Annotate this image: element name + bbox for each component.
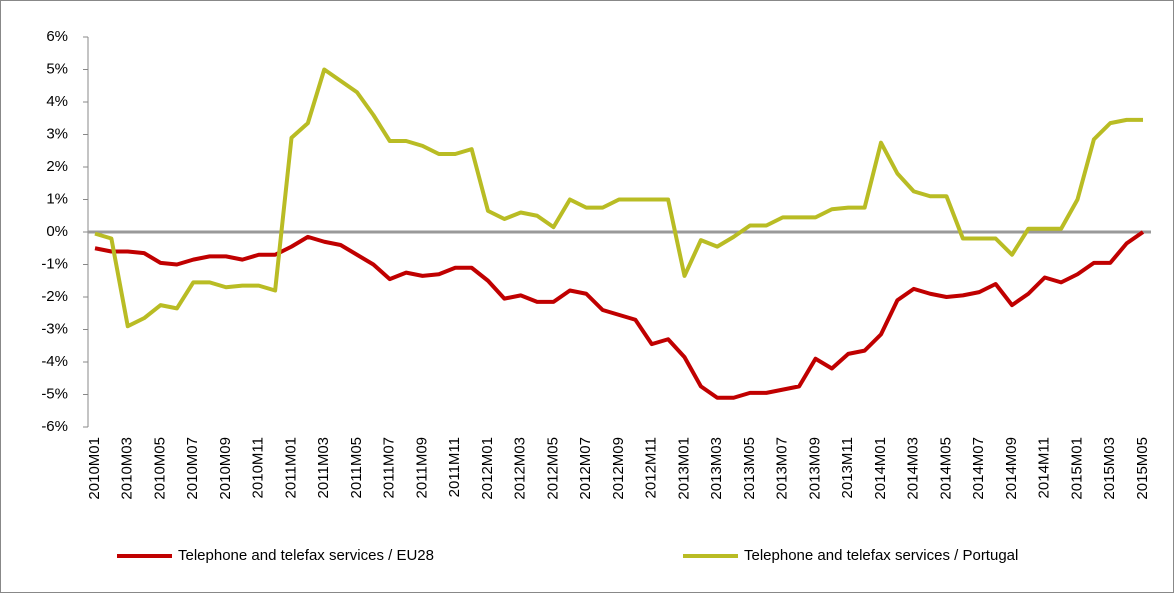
y-tick-label: 2% bbox=[46, 158, 68, 175]
x-tick-label: 2015M05 bbox=[1134, 437, 1151, 500]
x-tick-label: 2013M03 bbox=[708, 437, 725, 500]
y-tick-label: 6% bbox=[46, 28, 68, 45]
y-tick-label: -4% bbox=[41, 353, 68, 370]
x-tick-label: 2013M05 bbox=[741, 437, 758, 500]
series-line bbox=[94, 230, 1145, 400]
x-tick-label: 2010M03 bbox=[119, 437, 136, 500]
y-tick-label: 3% bbox=[46, 125, 68, 142]
x-tick-label: 2013M01 bbox=[675, 437, 692, 500]
x-tick-label: 2010M11 bbox=[250, 437, 267, 498]
y-tick-label: 5% bbox=[46, 60, 68, 77]
x-tick-label: 2010M09 bbox=[217, 437, 234, 500]
x-tick-label: 2014M09 bbox=[1003, 437, 1020, 500]
x-tick-label: 2012M05 bbox=[544, 437, 561, 500]
x-tick-label: 2010M05 bbox=[151, 437, 168, 500]
x-tick-label: 2014M03 bbox=[905, 437, 922, 500]
x-tick-label: 2014M07 bbox=[970, 437, 987, 500]
y-tick-label: 1% bbox=[46, 190, 68, 207]
x-tick-label: 2011M05 bbox=[348, 437, 365, 498]
series-line bbox=[94, 67, 1143, 329]
x-tick-label: 2015M03 bbox=[1101, 437, 1118, 500]
x-tick-label: 2011M07 bbox=[381, 437, 398, 498]
x-tick-label: 2012M09 bbox=[610, 437, 627, 500]
y-tick-label: 0% bbox=[46, 223, 68, 240]
legend-label: Telephone and telefax services / EU28 bbox=[178, 547, 434, 564]
x-tick-label: 2011M01 bbox=[282, 437, 299, 498]
x-tick-label: 2010M07 bbox=[184, 437, 201, 500]
y-tick-label: 4% bbox=[46, 93, 68, 110]
x-tick-label: 2013M11 bbox=[839, 437, 856, 498]
x-tick-label: 2014M01 bbox=[872, 437, 889, 500]
legend-label: Telephone and telefax services / Portuga… bbox=[744, 547, 1018, 564]
x-tick-label: 2015M01 bbox=[1068, 437, 1085, 500]
y-tick-label: -6% bbox=[41, 418, 68, 435]
x-tick-label: 2011M09 bbox=[413, 437, 430, 498]
x-tick-label: 2012M01 bbox=[479, 437, 496, 500]
y-tick-label: -5% bbox=[41, 385, 68, 402]
y-tick-label: -1% bbox=[41, 255, 68, 272]
x-tick-label: 2012M03 bbox=[512, 437, 529, 500]
x-tick-label: 2012M11 bbox=[643, 437, 660, 498]
y-tick-label: -3% bbox=[41, 320, 68, 337]
x-tick-label: 2010M01 bbox=[86, 437, 103, 500]
y-tick-label: -2% bbox=[41, 288, 68, 305]
x-tick-label: 2014M05 bbox=[937, 437, 954, 500]
x-tick-label: 2013M07 bbox=[774, 437, 791, 500]
x-tick-label: 2011M11 bbox=[446, 437, 463, 497]
x-tick-label: 2014M11 bbox=[1036, 437, 1053, 498]
x-tick-label: 2012M07 bbox=[577, 437, 594, 500]
x-tick-label: 2013M09 bbox=[806, 437, 823, 500]
x-tick-label: 2011M03 bbox=[315, 437, 332, 498]
